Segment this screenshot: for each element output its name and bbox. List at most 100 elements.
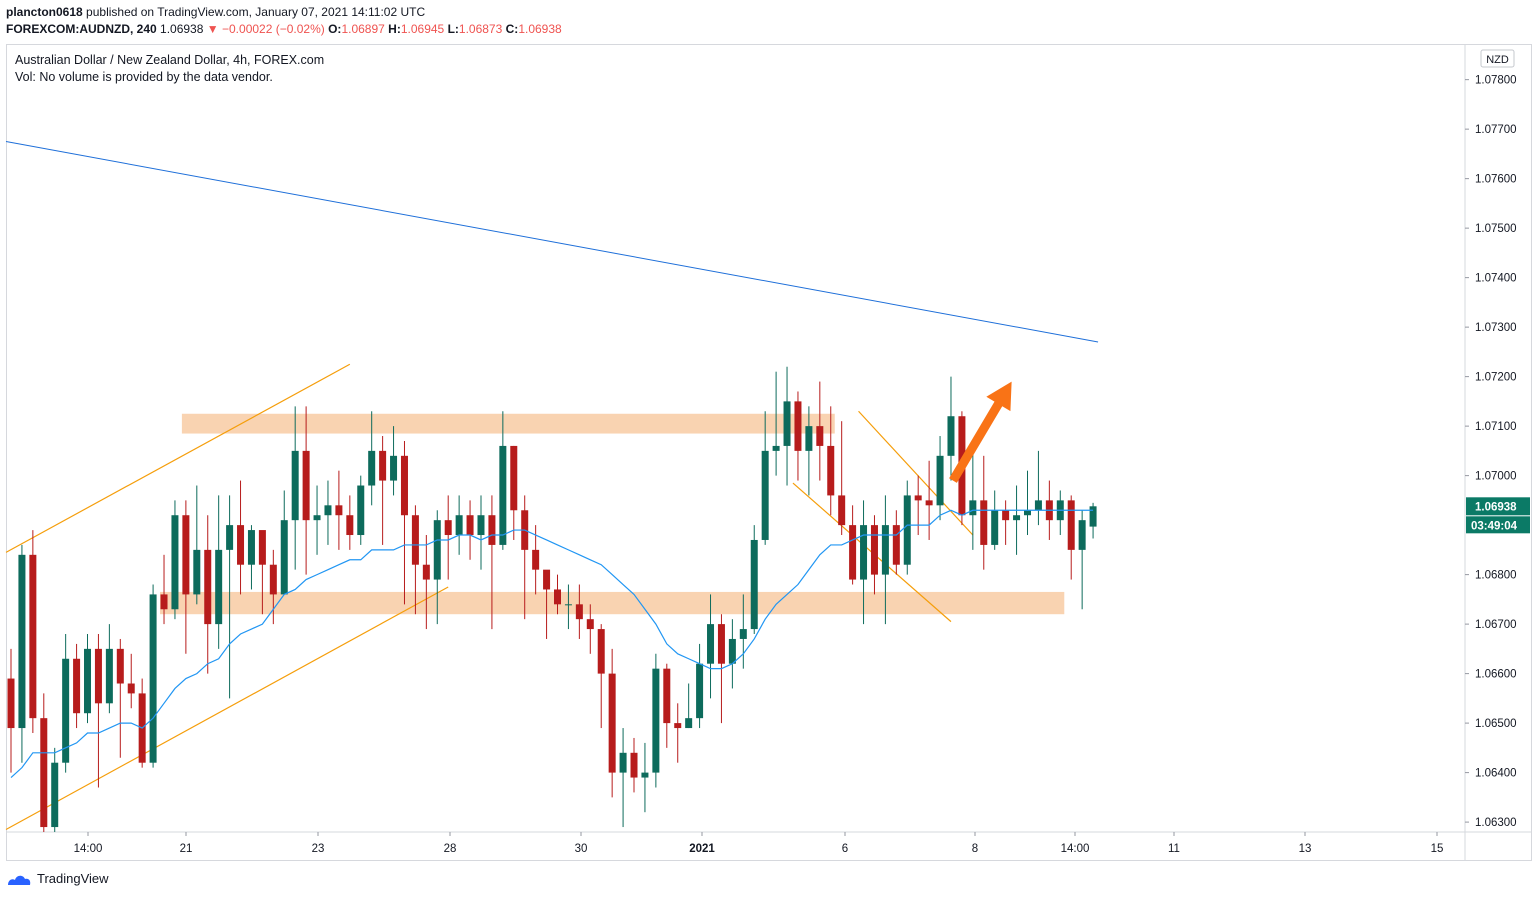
candle-body[interactable]: [247, 530, 255, 565]
candle-body[interactable]: [105, 648, 113, 704]
candle-body[interactable]: [335, 505, 343, 516]
candle-body[interactable]: [925, 500, 933, 506]
candle-body[interactable]: [302, 450, 310, 521]
candle-body[interactable]: [619, 752, 627, 773]
candle-body[interactable]: [597, 629, 605, 674]
candle-body[interactable]: [390, 455, 398, 481]
candle-body[interactable]: [433, 520, 441, 580]
candle-body[interactable]: [1089, 506, 1097, 527]
channel-line-1[interactable]: [5, 363, 351, 553]
candle-body[interactable]: [543, 569, 551, 590]
candle-body[interactable]: [51, 762, 59, 828]
candle-body[interactable]: [324, 505, 332, 516]
candle-body[interactable]: [914, 495, 922, 501]
candle-body[interactable]: [127, 683, 135, 694]
candle-body[interactable]: [18, 554, 26, 729]
candle-body[interactable]: [1013, 515, 1021, 521]
candle-body[interactable]: [903, 495, 911, 565]
candle-body[interactable]: [870, 525, 878, 575]
channel-line-3[interactable]: [858, 410, 974, 536]
candle-body[interactable]: [204, 549, 212, 625]
candle-body[interactable]: [379, 450, 387, 481]
candle-body[interactable]: [892, 525, 900, 565]
candle-body[interactable]: [258, 530, 266, 565]
sr-zone-2[interactable]: [160, 591, 1065, 615]
candle-body[interactable]: [860, 525, 868, 580]
candle-body[interactable]: [400, 455, 408, 516]
candle-body[interactable]: [641, 772, 649, 778]
candle-body[interactable]: [696, 663, 704, 719]
candle-body[interactable]: [1067, 500, 1075, 550]
candle-body[interactable]: [685, 718, 693, 729]
candle-body[interactable]: [849, 525, 857, 580]
candle-body[interactable]: [280, 520, 288, 595]
candle-body[interactable]: [368, 450, 376, 486]
candle-body[interactable]: [94, 648, 102, 704]
candle-body[interactable]: [772, 445, 780, 451]
candle-body[interactable]: [182, 515, 190, 595]
candle-body[interactable]: [62, 658, 70, 763]
candle-body[interactable]: [411, 515, 419, 565]
candle-body[interactable]: [728, 638, 736, 664]
candle-body[interactable]: [171, 515, 179, 610]
candle-body[interactable]: [794, 401, 802, 451]
candle-body[interactable]: [73, 658, 81, 714]
tradingview-footer[interactable]: TradingView: [6, 871, 109, 886]
candle-body[interactable]: [980, 500, 988, 545]
candle-body[interactable]: [663, 668, 671, 724]
candle-body[interactable]: [1078, 520, 1086, 550]
candle-body[interactable]: [160, 594, 168, 610]
candle-body[interactable]: [466, 515, 474, 536]
candle-body[interactable]: [269, 564, 277, 595]
candle-body[interactable]: [422, 564, 430, 580]
candle-body[interactable]: [750, 539, 758, 630]
candle-body[interactable]: [969, 500, 977, 516]
candle-body[interactable]: [991, 510, 999, 545]
candle-body[interactable]: [575, 604, 583, 620]
candle-body[interactable]: [40, 718, 48, 828]
candle-body[interactable]: [739, 629, 747, 639]
candle-body[interactable]: [444, 520, 452, 536]
candle-body[interactable]: [477, 515, 485, 536]
candle-body[interactable]: [84, 648, 92, 714]
candle-body[interactable]: [564, 604, 572, 606]
candle-body[interactable]: [532, 549, 540, 570]
candle-body[interactable]: [193, 549, 201, 595]
candle-body[interactable]: [816, 426, 824, 446]
chart-pane[interactable]: [6, 44, 1532, 861]
candle-body[interactable]: [7, 678, 15, 729]
candle-body[interactable]: [707, 624, 715, 664]
candle-body[interactable]: [554, 589, 561, 605]
candle-body[interactable]: [29, 554, 37, 719]
candle-body[interactable]: [237, 525, 245, 565]
bullish-arrow[interactable]: [949, 381, 1012, 483]
candle-body[interactable]: [116, 648, 124, 684]
candle-body[interactable]: [761, 450, 769, 540]
candle-body[interactable]: [881, 525, 889, 575]
candle-body[interactable]: [947, 416, 955, 456]
publisher-name[interactable]: plancton0618: [6, 5, 83, 19]
candle-body[interactable]: [827, 445, 835, 496]
trend-line[interactable]: [5, 141, 1099, 343]
candle-body[interactable]: [357, 485, 365, 536]
candle-body[interactable]: [838, 495, 846, 526]
candle-body[interactable]: [149, 594, 157, 763]
candle-body[interactable]: [455, 515, 463, 536]
candle-body[interactable]: [652, 668, 660, 773]
candle-body[interactable]: [783, 401, 791, 446]
candle-body[interactable]: [805, 426, 813, 451]
candle-body[interactable]: [1023, 510, 1031, 516]
currency-badge[interactable]: [1480, 49, 1515, 68]
candle-body[interactable]: [1034, 500, 1042, 511]
candle-body[interactable]: [936, 455, 944, 506]
candle-body[interactable]: [313, 515, 321, 521]
candle-body[interactable]: [630, 752, 638, 778]
candle-body[interactable]: [1002, 510, 1010, 521]
candle-body[interactable]: [346, 515, 354, 536]
candle-body[interactable]: [674, 723, 682, 729]
candle-body[interactable]: [488, 515, 496, 545]
candle-body[interactable]: [586, 619, 594, 630]
candle-body[interactable]: [608, 673, 616, 773]
candle-body[interactable]: [510, 445, 518, 511]
